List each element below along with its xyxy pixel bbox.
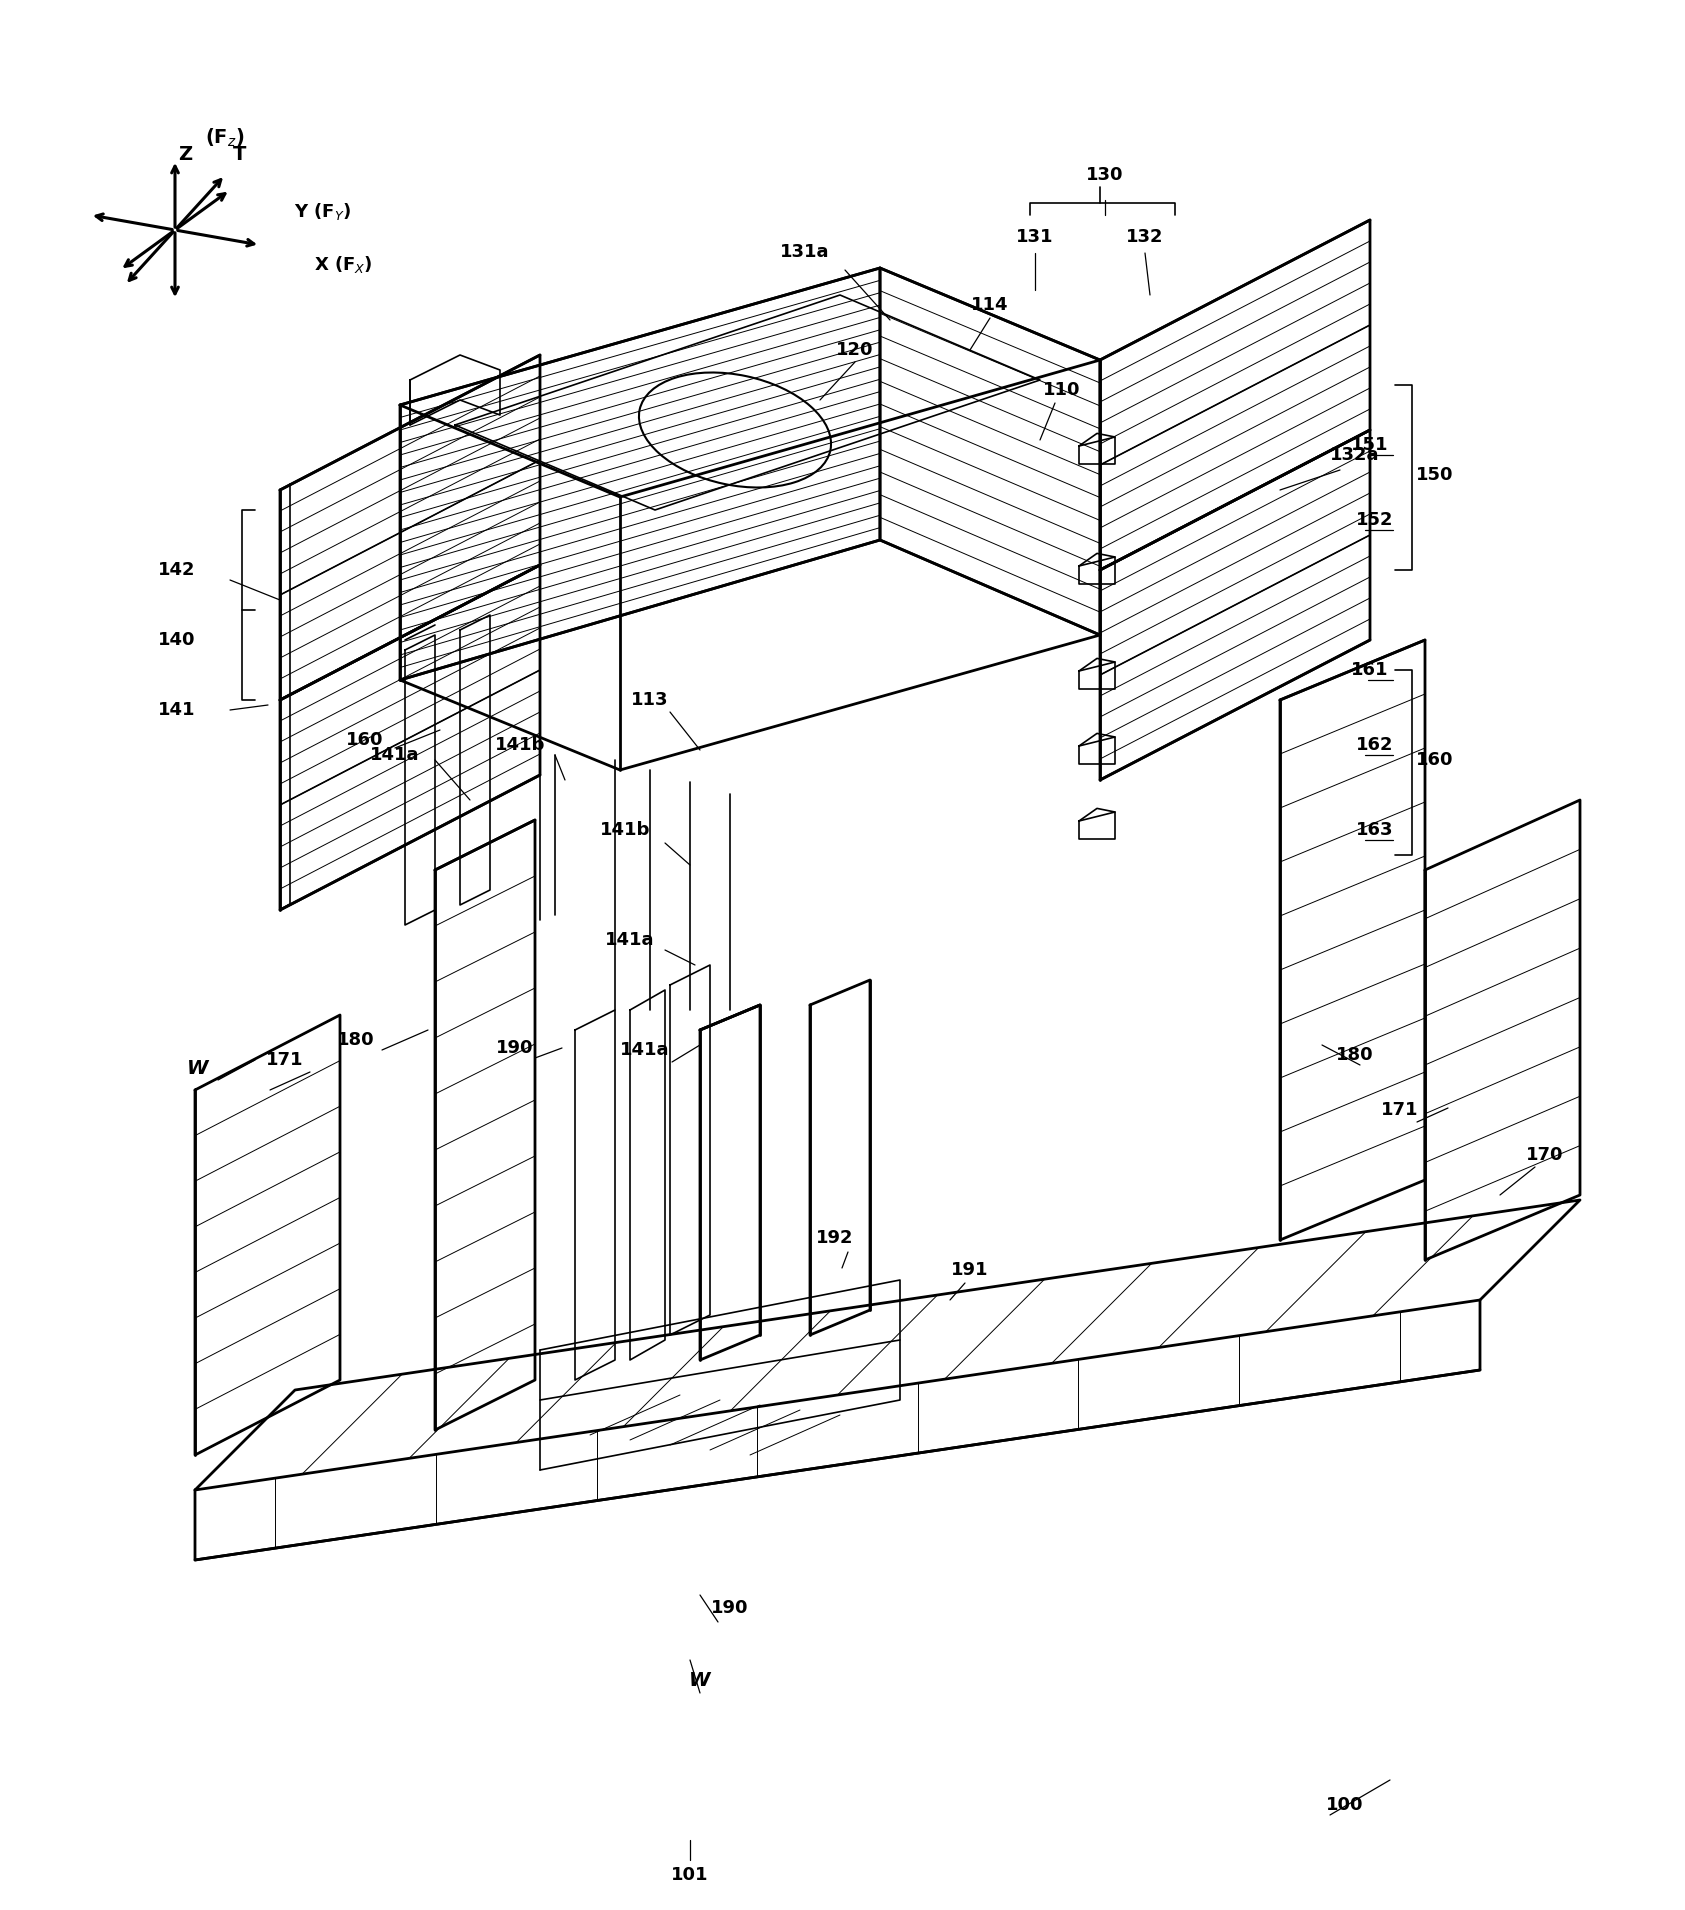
Text: 141: 141 <box>157 701 195 718</box>
Text: 151: 151 <box>1351 435 1388 455</box>
Text: 160: 160 <box>345 732 384 749</box>
Text: 141a: 141a <box>371 747 420 764</box>
Text: 110: 110 <box>1043 380 1080 399</box>
Text: 190: 190 <box>497 1039 534 1056</box>
Text: 191: 191 <box>952 1261 989 1280</box>
Text: X (F$_X$): X (F$_X$) <box>313 254 372 275</box>
Text: W: W <box>187 1058 209 1077</box>
Text: 192: 192 <box>816 1228 854 1247</box>
Text: 141b: 141b <box>600 821 650 838</box>
Text: 190: 190 <box>711 1599 748 1618</box>
Text: 140: 140 <box>157 630 195 649</box>
Text: Y (F$_Y$): Y (F$_Y$) <box>295 201 352 222</box>
Text: 114: 114 <box>971 296 1009 313</box>
Text: 160: 160 <box>1417 751 1454 770</box>
Text: 130: 130 <box>1087 166 1124 183</box>
Text: 180: 180 <box>1336 1047 1373 1064</box>
Text: 120: 120 <box>836 342 875 359</box>
Text: 150: 150 <box>1417 466 1454 483</box>
Text: 152: 152 <box>1356 512 1393 529</box>
Text: T: T <box>233 145 246 164</box>
Text: 163: 163 <box>1356 821 1393 838</box>
Text: 161: 161 <box>1351 661 1388 678</box>
Text: (F$_z$): (F$_z$) <box>206 126 244 149</box>
Text: 171: 171 <box>266 1050 303 1070</box>
Text: 141a: 141a <box>620 1041 669 1058</box>
Text: 131: 131 <box>1016 227 1053 246</box>
Text: 101: 101 <box>671 1866 709 1883</box>
Text: 131a: 131a <box>780 243 829 262</box>
Text: 141a: 141a <box>605 930 655 949</box>
Text: 132a: 132a <box>1329 447 1380 464</box>
Text: 142: 142 <box>157 562 195 579</box>
Text: 100: 100 <box>1326 1795 1363 1814</box>
Text: 141b: 141b <box>495 735 546 754</box>
Text: 171: 171 <box>1382 1100 1419 1119</box>
Text: 162: 162 <box>1356 735 1393 754</box>
Text: 170: 170 <box>1527 1146 1564 1163</box>
Text: 132: 132 <box>1126 227 1164 246</box>
Text: W: W <box>689 1671 711 1690</box>
Text: Z: Z <box>179 145 192 164</box>
Text: 113: 113 <box>632 691 669 709</box>
Text: 180: 180 <box>337 1031 374 1049</box>
